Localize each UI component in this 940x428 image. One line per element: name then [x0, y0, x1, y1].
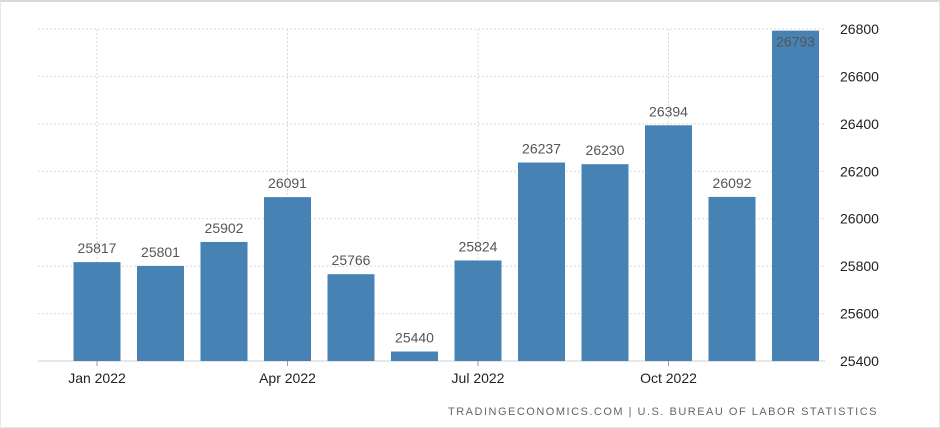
bar[interactable]: [137, 265, 184, 361]
data-label: 26237: [522, 141, 561, 157]
bar[interactable]: [200, 241, 248, 361]
data-label: 26394: [649, 103, 688, 119]
bar[interactable]: [518, 162, 565, 361]
data-label: 26793: [776, 34, 815, 50]
y-tick-label: 26600: [840, 68, 879, 84]
data-label: 26230: [586, 142, 625, 158]
bar[interactable]: [391, 351, 438, 361]
data-label: 26091: [268, 175, 307, 191]
data-label: 25824: [459, 238, 498, 254]
y-tick-label: 26000: [840, 211, 879, 227]
bar[interactable]: [73, 262, 121, 361]
bar[interactable]: [645, 125, 692, 361]
data-label: 26092: [713, 175, 752, 191]
y-tick-label: 25600: [840, 306, 879, 322]
y-tick-label: 25400: [840, 353, 879, 369]
source-note: TRADINGECONOMICS.COM | U.S. BUREAU OF LA…: [448, 406, 878, 418]
data-label: 25817: [78, 240, 117, 256]
x-tick-label: Apr 2022: [259, 370, 316, 386]
y-tick-label: 26800: [840, 21, 879, 37]
bar[interactable]: [454, 260, 502, 361]
y-tick-label: 26400: [840, 116, 879, 132]
x-tick-label: Oct 2022: [640, 370, 697, 386]
data-label: 25801: [141, 244, 180, 260]
data-label: 25766: [332, 252, 371, 268]
bar[interactable]: [264, 197, 311, 361]
data-label: 25902: [205, 220, 244, 236]
y-tick-label: 26200: [840, 163, 879, 179]
bar[interactable]: [581, 164, 629, 361]
x-tick-label: Jan 2022: [68, 370, 126, 386]
bar[interactable]: [708, 196, 756, 361]
bar[interactable]: [327, 274, 375, 361]
data-label: 25440: [395, 330, 434, 346]
x-tick-label: Jul 2022: [452, 370, 505, 386]
bar[interactable]: [772, 30, 819, 361]
y-tick-label: 25800: [840, 258, 879, 274]
